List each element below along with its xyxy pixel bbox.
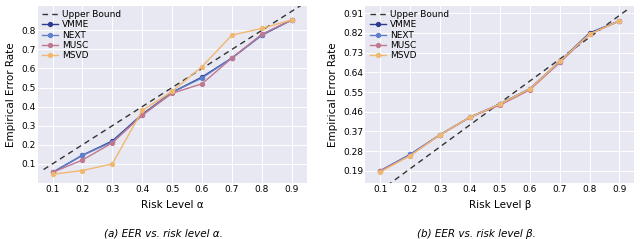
VMME [376,169,384,172]
MUSC [526,88,534,91]
MSVD [376,170,384,173]
VMME [616,19,623,22]
VMME [49,171,56,174]
Line: VMME: VMME [378,19,621,173]
MUSC [288,18,296,21]
MUSC [168,92,176,95]
NEXT [198,76,206,79]
NEXT [168,91,176,94]
NEXT [526,87,534,90]
Text: (b) EER vs. risk level β.: (b) EER vs. risk level β. [417,229,536,239]
Y-axis label: Empirical Error Rate: Empirical Error Rate [6,42,15,147]
MUSC [556,61,564,64]
MUSC [109,141,116,144]
NEXT [496,103,504,105]
Legend: Upper Bound, VMME, NEXT, MUSC, MSVD: Upper Bound, VMME, NEXT, MUSC, MSVD [368,8,451,62]
VMME [168,91,176,94]
VMME [109,140,116,142]
NEXT [466,116,474,119]
NEXT [616,19,623,22]
MSVD [586,33,593,35]
VMME [466,116,474,119]
VMME [586,32,593,34]
MSVD [526,87,534,90]
MSVD [436,133,444,136]
NEXT [376,169,384,172]
VMME [436,133,444,136]
NEXT [288,18,296,21]
MSVD [138,109,146,112]
VMME [258,34,266,37]
MSVD [168,90,176,93]
NEXT [258,34,266,37]
MSVD [79,169,86,172]
Legend: Upper Bound, VMME, NEXT, MUSC, MSVD: Upper Bound, VMME, NEXT, MUSC, MSVD [40,8,123,62]
Line: MSVD: MSVD [378,19,621,174]
Line: MSVD: MSVD [51,18,294,176]
X-axis label: Risk Level α: Risk Level α [141,200,204,210]
MUSC [586,33,593,35]
NEXT [138,114,146,117]
MUSC [466,116,474,119]
MSVD [49,173,56,176]
Line: NEXT: NEXT [51,18,294,174]
MUSC [79,159,86,162]
MSVD [109,163,116,165]
NEXT [556,61,564,64]
MUSC [406,154,414,157]
MUSC [198,82,206,85]
MSVD [406,154,414,157]
MUSC [49,171,56,174]
VMME [406,153,414,156]
MSVD [466,116,474,119]
MSVD [496,103,504,105]
MUSC [376,169,384,172]
VMME [228,57,236,60]
NEXT [586,33,593,35]
NEXT [79,154,86,157]
MSVD [198,65,206,68]
VMME [288,18,296,21]
VMME [496,103,504,105]
MUSC [496,104,504,107]
MSVD [228,34,236,37]
MSVD [616,19,623,22]
Text: (a) EER vs. risk level α.: (a) EER vs. risk level α. [104,229,223,239]
MUSC [616,19,623,22]
MSVD [556,60,564,63]
Y-axis label: Empirical Error Rate: Empirical Error Rate [328,42,337,147]
MSVD [258,27,266,30]
Line: NEXT: NEXT [378,19,621,173]
VMME [526,87,534,90]
VMME [138,113,146,116]
NEXT [49,171,56,174]
VMME [79,154,86,157]
NEXT [109,141,116,143]
Line: MUSC: MUSC [378,19,621,173]
Line: VMME: VMME [51,18,294,174]
NEXT [436,133,444,136]
MSVD [288,18,296,21]
MUSC [258,33,266,36]
NEXT [406,153,414,156]
Line: MUSC: MUSC [51,18,294,174]
VMME [556,60,564,63]
MUSC [138,114,146,117]
VMME [198,76,206,78]
X-axis label: Risk Level β: Risk Level β [468,200,531,210]
NEXT [228,57,236,60]
MUSC [228,57,236,60]
MUSC [436,133,444,136]
